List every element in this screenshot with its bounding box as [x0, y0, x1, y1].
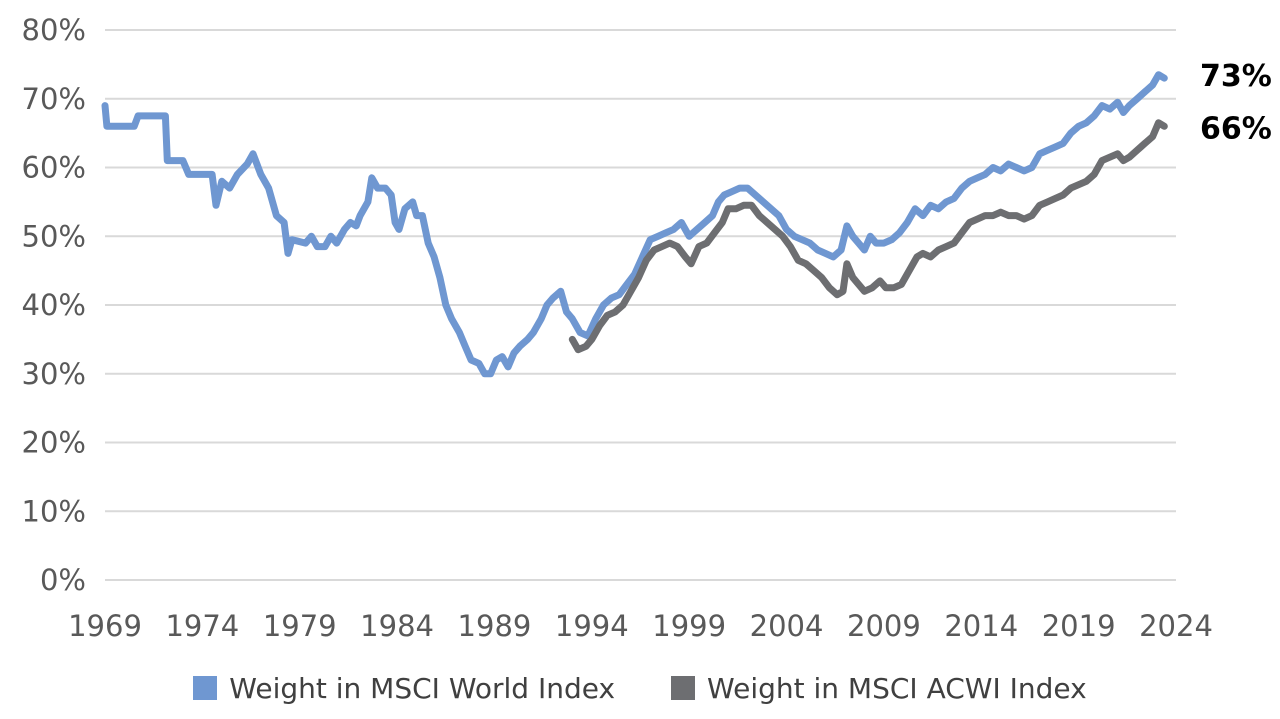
legend-label-world: Weight in MSCI World Index: [229, 671, 616, 705]
y-tick-label: 20%: [22, 426, 86, 460]
grid-lines: [105, 29, 1176, 581]
y-tick-label: 70%: [22, 82, 86, 116]
end-value-label: 66%: [1200, 111, 1272, 146]
x-tick-label: 2004: [750, 609, 824, 643]
x-tick-label: 1984: [360, 609, 434, 643]
legend: Weight in MSCI World Index Weight in MSC…: [0, 668, 1280, 708]
x-tick-label: 1999: [652, 609, 726, 643]
x-tick-label: 2009: [847, 609, 921, 643]
x-axis-ticks: 1969 1974 1979 1984 1989 1994 1999 2004 2009 2014…: [68, 609, 1213, 643]
y-axis-ticks: 0% 10% 20% 30% 40% 50% 60% 70% 80%: [22, 13, 86, 597]
series-line-acwi: [568, 119, 1168, 354]
y-tick-label: 50%: [22, 219, 86, 253]
end-value-label: 73%: [1200, 59, 1272, 94]
x-tick-label: 2024: [1139, 609, 1213, 643]
y-tick-label: 80%: [22, 13, 86, 47]
series-line-world: [101, 71, 1168, 378]
y-tick-label: 30%: [22, 357, 86, 391]
x-tick-label: 1989: [458, 609, 532, 643]
x-tick-label: 1994: [555, 609, 629, 643]
y-tick-label: 60%: [22, 151, 86, 185]
x-tick-label: 2014: [944, 609, 1018, 643]
legend-swatch-acwi: [671, 676, 696, 700]
x-tick-label: 1979: [263, 609, 337, 643]
y-tick-label: 40%: [22, 288, 86, 322]
legend-label-acwi: Weight in MSCI ACWI Index: [707, 671, 1087, 705]
series-lines: [101, 71, 1168, 378]
y-tick-label: 0%: [40, 563, 86, 597]
legend-item-world: Weight in MSCI World Index: [193, 672, 615, 705]
x-tick-label: 1974: [165, 609, 239, 643]
legend-item-acwi: Weight in MSCI ACWI Index: [671, 672, 1087, 705]
legend-swatch-world: [193, 676, 218, 700]
series-end-labels: 73%66%: [1200, 59, 1272, 146]
x-tick-label: 1969: [68, 609, 142, 643]
x-tick-label: 2019: [1042, 609, 1116, 643]
y-tick-label: 10%: [22, 494, 86, 528]
